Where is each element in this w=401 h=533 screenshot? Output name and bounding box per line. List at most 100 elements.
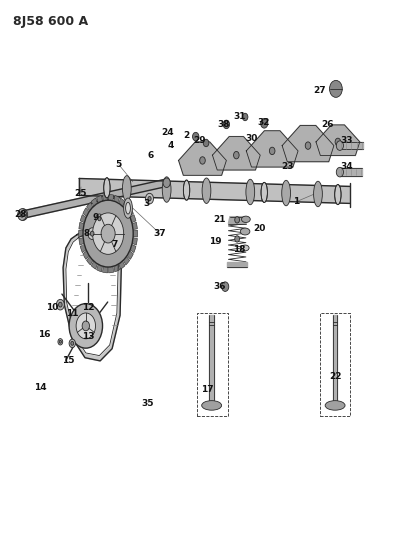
Text: 4: 4 xyxy=(168,141,174,150)
Ellipse shape xyxy=(314,181,322,207)
Text: 17: 17 xyxy=(201,385,214,394)
Wedge shape xyxy=(79,233,108,245)
Text: 2: 2 xyxy=(183,131,190,140)
Text: 28: 28 xyxy=(14,210,27,219)
Ellipse shape xyxy=(246,179,255,205)
Circle shape xyxy=(18,209,26,220)
Circle shape xyxy=(269,147,275,155)
Polygon shape xyxy=(229,216,246,223)
Ellipse shape xyxy=(162,177,171,202)
Polygon shape xyxy=(340,168,362,176)
Text: 26: 26 xyxy=(321,120,333,129)
Ellipse shape xyxy=(126,203,130,214)
Text: 35: 35 xyxy=(142,399,154,408)
Text: 11: 11 xyxy=(66,309,79,318)
Circle shape xyxy=(83,200,133,267)
Circle shape xyxy=(19,209,28,220)
Polygon shape xyxy=(316,125,360,156)
Wedge shape xyxy=(79,222,108,233)
Ellipse shape xyxy=(282,180,290,206)
Text: 8J58 600 A: 8J58 600 A xyxy=(13,14,89,28)
Polygon shape xyxy=(66,231,118,356)
Wedge shape xyxy=(108,195,114,233)
Text: 15: 15 xyxy=(62,357,75,366)
Text: 34: 34 xyxy=(341,163,353,171)
Wedge shape xyxy=(87,203,108,233)
Text: 24: 24 xyxy=(162,128,174,138)
Text: 20: 20 xyxy=(253,224,265,233)
Ellipse shape xyxy=(183,180,190,200)
Text: 25: 25 xyxy=(74,189,87,198)
Circle shape xyxy=(90,231,94,236)
Circle shape xyxy=(57,300,64,310)
Circle shape xyxy=(203,139,209,147)
Wedge shape xyxy=(103,233,108,273)
Wedge shape xyxy=(108,215,136,233)
Polygon shape xyxy=(213,136,260,170)
Wedge shape xyxy=(79,230,108,237)
Wedge shape xyxy=(108,222,138,233)
Text: 9: 9 xyxy=(93,213,99,222)
Text: 37: 37 xyxy=(154,229,166,238)
Ellipse shape xyxy=(241,216,250,222)
Wedge shape xyxy=(91,233,108,269)
Ellipse shape xyxy=(240,228,250,235)
Polygon shape xyxy=(209,316,214,400)
Text: 13: 13 xyxy=(82,332,95,341)
Circle shape xyxy=(82,321,89,331)
Text: 38: 38 xyxy=(217,120,230,129)
Circle shape xyxy=(163,178,170,188)
Text: 8: 8 xyxy=(84,229,90,238)
Circle shape xyxy=(69,339,75,348)
Circle shape xyxy=(59,341,61,343)
Circle shape xyxy=(233,151,239,159)
Circle shape xyxy=(20,212,24,217)
Text: 12: 12 xyxy=(82,303,95,312)
Circle shape xyxy=(235,216,239,223)
Circle shape xyxy=(336,141,344,150)
Text: 1: 1 xyxy=(293,197,299,206)
Wedge shape xyxy=(108,233,136,253)
Wedge shape xyxy=(80,215,108,233)
Text: 16: 16 xyxy=(38,330,51,339)
Circle shape xyxy=(146,193,154,204)
Circle shape xyxy=(330,80,342,98)
Ellipse shape xyxy=(202,178,211,204)
Polygon shape xyxy=(246,131,298,167)
Text: 29: 29 xyxy=(193,136,206,145)
Wedge shape xyxy=(83,233,108,260)
Circle shape xyxy=(192,132,199,141)
Text: 7: 7 xyxy=(112,240,118,249)
Polygon shape xyxy=(23,179,167,218)
Polygon shape xyxy=(184,138,351,169)
Ellipse shape xyxy=(122,176,131,201)
Wedge shape xyxy=(97,196,108,233)
Wedge shape xyxy=(108,196,119,233)
Ellipse shape xyxy=(202,401,222,410)
Wedge shape xyxy=(80,233,108,253)
Wedge shape xyxy=(108,233,119,272)
Circle shape xyxy=(88,228,97,239)
Circle shape xyxy=(235,236,239,242)
Polygon shape xyxy=(340,142,363,149)
Circle shape xyxy=(305,142,311,149)
Circle shape xyxy=(76,313,95,339)
Circle shape xyxy=(223,120,229,128)
Ellipse shape xyxy=(124,198,132,218)
Wedge shape xyxy=(91,198,108,233)
Circle shape xyxy=(71,342,74,345)
Wedge shape xyxy=(108,233,134,260)
Text: 3: 3 xyxy=(144,199,150,208)
Circle shape xyxy=(98,217,101,221)
Text: 27: 27 xyxy=(313,86,326,95)
Ellipse shape xyxy=(335,184,341,205)
Polygon shape xyxy=(333,316,338,400)
Text: 36: 36 xyxy=(213,282,226,291)
Wedge shape xyxy=(108,198,125,233)
Wedge shape xyxy=(97,233,108,272)
Circle shape xyxy=(335,138,341,146)
Polygon shape xyxy=(227,262,247,266)
Text: 33: 33 xyxy=(341,136,353,145)
Ellipse shape xyxy=(261,182,267,203)
Wedge shape xyxy=(108,233,125,269)
